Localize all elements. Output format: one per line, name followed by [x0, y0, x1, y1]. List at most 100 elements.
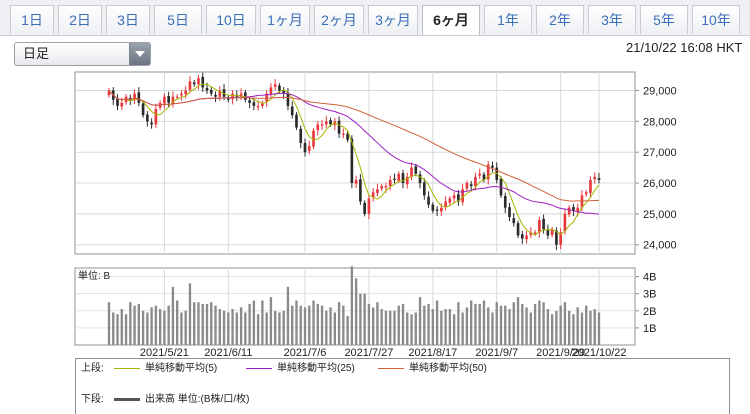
- candle-body: [584, 192, 588, 195]
- volume-bar: [380, 309, 383, 345]
- volume-bar: [197, 302, 200, 345]
- candle-body: [597, 178, 601, 180]
- candle-body: [265, 93, 268, 102]
- volume-bar: [542, 302, 545, 345]
- volume-bar: [389, 310, 392, 345]
- chevron-down-icon[interactable]: [129, 43, 150, 65]
- volume-bar: [256, 314, 260, 345]
- volume-bar: [252, 300, 256, 345]
- volume-bar: [597, 312, 601, 345]
- candle-body: [427, 196, 430, 205]
- y-tick-label: 28,000: [643, 116, 677, 128]
- tab-period-12[interactable]: 5年: [640, 5, 688, 34]
- candle-body: [346, 133, 349, 140]
- volume-bar: [222, 310, 226, 345]
- volume-bar: [141, 310, 145, 345]
- tab-period-6[interactable]: 2ヶ月: [314, 5, 364, 34]
- volume-bar: [329, 307, 332, 345]
- volume-bar: [342, 305, 345, 345]
- candle-body: [209, 89, 213, 94]
- tab-period-11[interactable]: 3年: [588, 5, 636, 34]
- tab-period-9[interactable]: 1年: [484, 5, 532, 34]
- candle-body: [380, 186, 384, 189]
- volume-bar: [474, 303, 477, 345]
- candle-body: [201, 76, 205, 88]
- volume-bar: [363, 293, 366, 345]
- volume-bar: [533, 303, 537, 345]
- tab-period-4[interactable]: 10日: [206, 5, 256, 34]
- volume-bar: [239, 307, 243, 345]
- volume-bar: [133, 305, 136, 345]
- tab-period-7[interactable]: 3ヶ月: [368, 5, 418, 34]
- candle-body: [290, 106, 294, 116]
- candle-body: [342, 133, 345, 135]
- volume-bar: [435, 300, 439, 345]
- candle-body: [171, 96, 175, 105]
- tab-period-8[interactable]: 6ヶ月: [422, 5, 480, 35]
- tab-period-5[interactable]: 1ヶ月: [260, 5, 310, 34]
- volume-tick-label: 3B: [643, 289, 656, 301]
- volume-bar: [423, 305, 426, 345]
- candle-body: [312, 130, 315, 147]
- volume-bar: [563, 302, 567, 345]
- sma50-line: [108, 90, 600, 202]
- volume-bar: [529, 312, 532, 345]
- legend-volume: 出来高 単位:(B株/口/枚): [114, 393, 249, 407]
- tab-period-1[interactable]: 2日: [58, 5, 102, 34]
- candle-body: [137, 92, 141, 103]
- volume-bar: [214, 305, 217, 345]
- volume-bar: [372, 307, 375, 345]
- tab-period-13[interactable]: 10年: [692, 5, 740, 34]
- candle-body: [107, 90, 111, 96]
- volume-bar: [465, 307, 469, 345]
- candle-body: [593, 176, 597, 180]
- x-tick-label: 2021/10/22: [571, 347, 626, 359]
- volume-bar: [235, 312, 238, 345]
- sma25-line-icon: [246, 367, 272, 369]
- candle-body: [525, 235, 528, 240]
- candle-body: [214, 94, 217, 97]
- candle-body: [248, 100, 251, 103]
- volume-bar: [116, 314, 119, 345]
- volume-bar: [167, 305, 170, 345]
- tab-period-0[interactable]: 1日: [10, 5, 54, 34]
- volume-bar: [291, 305, 294, 345]
- volume-bar: [308, 305, 311, 345]
- legend: 上段: 単純移動平均(5) 単純移動平均(25) 単純移動平均(50) 下段: …: [75, 358, 730, 414]
- x-tick-label: 2021/9/7: [475, 347, 518, 359]
- volume-bar: [350, 266, 354, 345]
- candle-body: [116, 98, 119, 106]
- candle-body: [184, 90, 188, 95]
- volume-bar: [568, 310, 571, 345]
- candle-body: [538, 220, 541, 233]
- volume-bar: [482, 300, 486, 345]
- volume-bar: [580, 312, 584, 345]
- volume-bar: [525, 307, 528, 345]
- candle-body: [192, 82, 196, 85]
- candle-body: [503, 196, 507, 208]
- candle-body: [529, 232, 533, 235]
- tab-period-2[interactable]: 3日: [106, 5, 150, 34]
- volume-bar: [137, 303, 140, 345]
- candle-body: [508, 207, 511, 217]
- candle-body: [286, 92, 290, 106]
- volume-bar: [440, 310, 443, 345]
- candle-body: [589, 179, 592, 193]
- candle-body: [239, 93, 243, 97]
- volume-bar: [337, 302, 341, 345]
- candle-body: [303, 142, 307, 153]
- candle-body: [542, 218, 545, 230]
- candle-body: [448, 198, 452, 203]
- candle-body: [491, 165, 494, 168]
- interval-select[interactable]: 日足: [14, 42, 151, 66]
- tab-period-3[interactable]: 5日: [154, 5, 202, 34]
- candle-body: [316, 124, 320, 130]
- candle-body: [482, 174, 486, 180]
- candle-body: [572, 207, 575, 211]
- candle-body: [197, 78, 200, 85]
- tab-period-10[interactable]: 2年: [536, 5, 584, 34]
- x-tick-label: 2021/7/27: [344, 347, 393, 359]
- x-tick-label: 2021/8/17: [408, 347, 457, 359]
- volume-bar: [414, 312, 417, 345]
